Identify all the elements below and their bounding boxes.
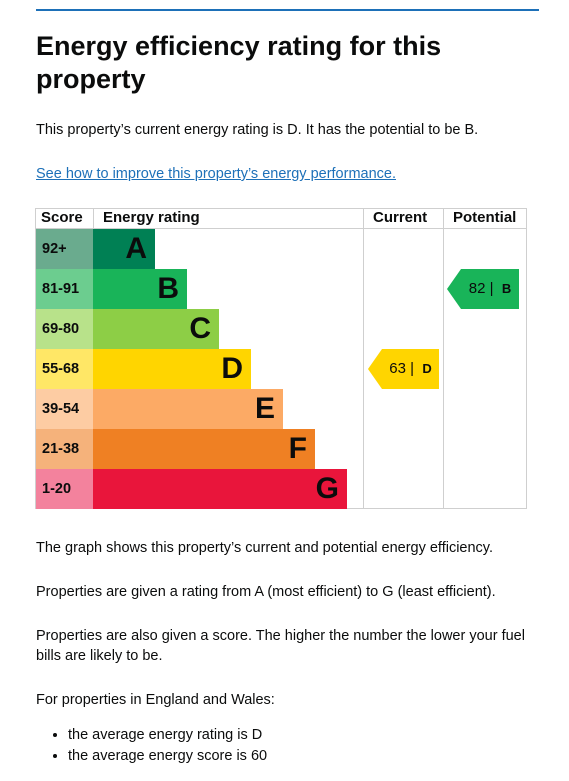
rating-letter-b: B	[157, 272, 179, 305]
rating-bar-e: E	[93, 389, 283, 429]
score-range-b: 81-91	[36, 269, 93, 309]
current-arrow-shape	[368, 349, 439, 389]
current-score: 63	[389, 360, 406, 377]
rating-letter-g: G	[315, 472, 339, 505]
grid-current-left	[363, 208, 364, 509]
score-range-e: 39-54	[36, 389, 93, 429]
rating-letter-f: F	[288, 432, 307, 465]
potential-score: 82	[468, 280, 486, 297]
current-letter: D	[422, 361, 432, 376]
score-description: Properties are also given a score. The h…	[36, 628, 525, 664]
rating-bar-c: C	[93, 309, 219, 349]
rating-letter-c: C	[189, 312, 211, 345]
top-rule	[36, 9, 539, 11]
page-title: Energy efficiency rating for this proper…	[36, 31, 442, 94]
grid-header-bottom	[35, 228, 527, 229]
header-potential: Potential	[453, 209, 517, 226]
grid-right	[526, 208, 527, 509]
score-range-d: 55-68	[36, 349, 93, 389]
grid-left	[35, 208, 36, 509]
potential-rating-value: 82 | B	[468, 280, 512, 297]
rating-bar-a: A	[93, 229, 155, 269]
improve-link-wrapper: See how to improve this property’s energ…	[36, 164, 396, 184]
rating-scale-description: Properties are given a rating from A (mo…	[36, 584, 496, 600]
graph-description: The graph shows this property’s current …	[36, 540, 494, 556]
rating-letter-d: D	[221, 352, 243, 385]
header-energy-rating: Energy rating	[103, 209, 200, 226]
energy-rating-chart: Score Energy rating Current Potential 92…	[35, 208, 527, 509]
average-score-item: the average energy score is 60	[68, 746, 267, 767]
potential-rating-marker: 82 | B	[447, 269, 519, 309]
score-range-f: 21-38	[36, 429, 93, 469]
rating-letter-e: E	[254, 392, 275, 425]
grid-top	[35, 208, 527, 209]
potential-letter: B	[501, 281, 512, 296]
rating-letter-a: A	[125, 232, 147, 265]
score-range-c: 69-80	[36, 309, 93, 349]
rating-bar-b: B	[93, 269, 187, 309]
potential-arrow-shape	[447, 269, 519, 309]
header-current: Current	[373, 209, 428, 226]
current-rating-value: 63 | D	[389, 360, 432, 377]
rating-bar-g: G	[93, 469, 347, 509]
grid-score-divider	[93, 208, 94, 229]
header-score: Score	[41, 209, 83, 226]
grid-potential-left	[443, 208, 444, 509]
averages-list: the average energy rating is D the avera…	[36, 725, 267, 767]
rating-bar-d: D	[93, 349, 251, 389]
score-range-g: 1-20	[36, 469, 93, 509]
score-range-a: 92+	[36, 229, 93, 269]
current-rating-marker: 63 | D	[368, 349, 439, 389]
improve-performance-link[interactable]: See how to improve this property’s energ…	[36, 166, 396, 182]
england-wales-intro: For properties in England and Wales:	[36, 692, 275, 708]
average-rating-item: the average energy rating is D	[68, 725, 267, 746]
intro-text: This property’s current energy rating is…	[36, 122, 479, 138]
rating-bar-f: F	[93, 429, 315, 469]
